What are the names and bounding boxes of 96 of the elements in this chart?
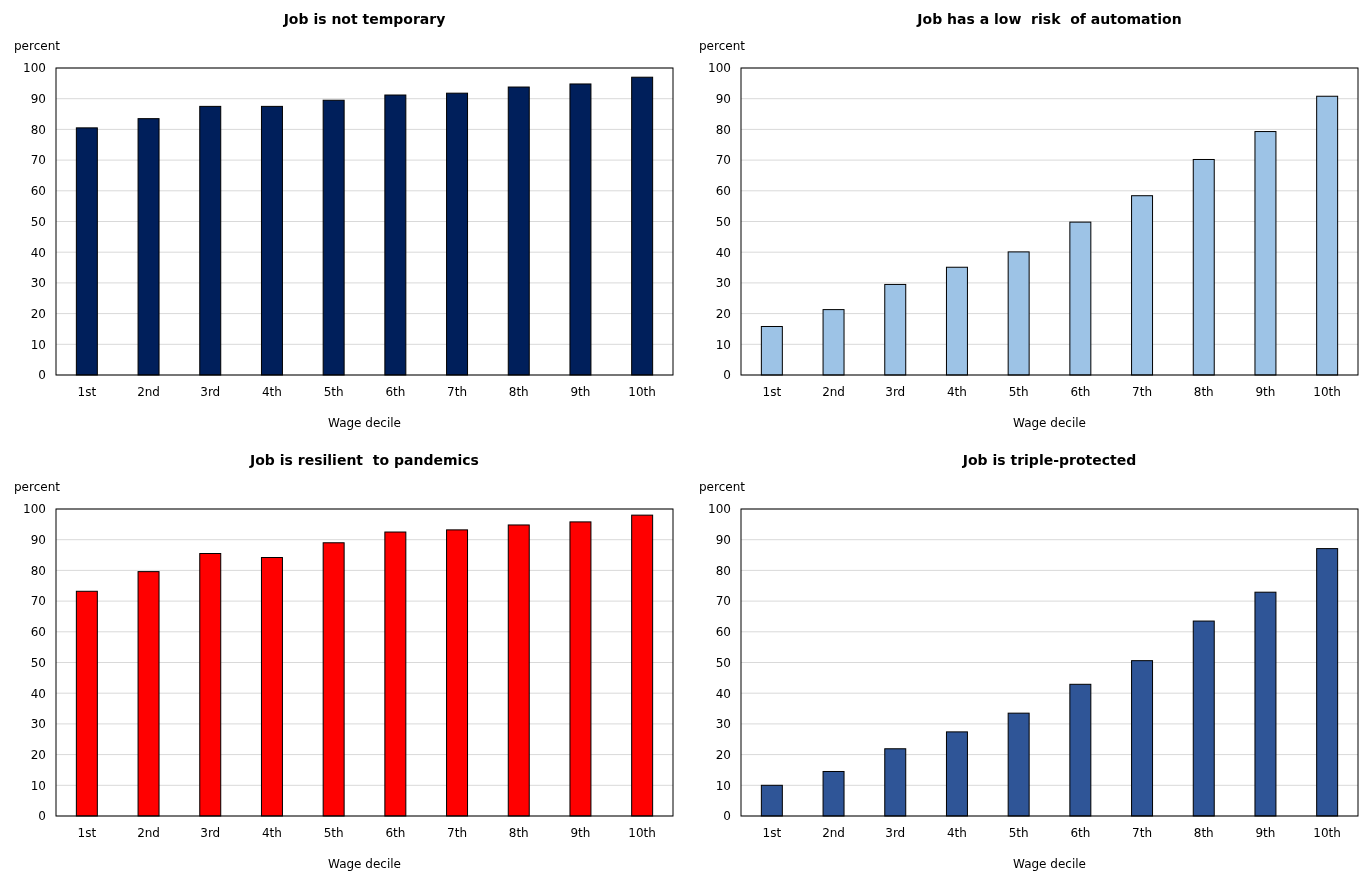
y-tick-label: 70 (715, 153, 731, 168)
y-tick-label: 70 (30, 594, 46, 609)
y-tick-label: 60 (30, 184, 46, 199)
y-tick-label: 80 (30, 563, 46, 578)
x-tick-label: 8th (508, 384, 529, 399)
x-tick-label: 7th (447, 384, 468, 399)
y-tick-label: 20 (715, 747, 731, 762)
x-tick-label: 5th (323, 384, 344, 399)
y-tick-label: 0 (38, 809, 46, 824)
y-tick-label: 40 (715, 245, 731, 260)
y-tick-label: 0 (723, 368, 731, 383)
y-tick-label: 10 (715, 778, 731, 793)
chart-title: Job is not temporary (282, 11, 446, 27)
y-tick-label: 30 (715, 717, 731, 732)
x-tick-label: 9th (570, 825, 591, 840)
y-tick-label: 0 (38, 368, 46, 383)
y-tick-label: 40 (30, 245, 46, 260)
x-tick-label: 1st (77, 825, 97, 840)
x-tick-label: 4th (946, 825, 967, 840)
y-axis-title: percent (14, 480, 61, 494)
y-tick-label: 30 (30, 276, 46, 291)
x-tick-label: 2nd (137, 825, 160, 840)
x-tick-label: 9th (1255, 384, 1276, 399)
x-axis-title: Wage decile (328, 857, 401, 871)
x-tick-label: 2nd (137, 384, 160, 399)
chart-title: Job is triple-protected (961, 452, 1137, 468)
chart-title: Job has a low risk of automation (916, 11, 1182, 27)
y-tick-label: 100 (708, 61, 731, 76)
y-tick-label: 50 (30, 214, 46, 229)
x-tick-label: 3rd (200, 384, 221, 399)
y-tick-label: 100 (23, 502, 46, 517)
y-tick-label: 50 (715, 655, 731, 670)
x-tick-label: 4th (946, 384, 967, 399)
y-tick-label: 10 (30, 337, 46, 352)
chart-title: Job is resilient to pandemics (249, 452, 479, 468)
x-tick-label: 2nd (822, 825, 845, 840)
y-tick-label: 60 (30, 625, 46, 640)
y-tick-label: 40 (715, 686, 731, 701)
y-tick-label: 80 (715, 122, 731, 137)
x-tick-label: 10th (1313, 825, 1341, 840)
x-tick-label: 5th (1008, 825, 1029, 840)
x-tick-label: 1st (762, 825, 782, 840)
x-tick-label: 9th (1255, 825, 1276, 840)
x-tick-label: 2nd (822, 384, 845, 399)
y-tick-label: 100 (23, 61, 46, 76)
y-tick-label: 40 (30, 686, 46, 701)
y-tick-label: 90 (715, 92, 731, 107)
x-tick-label: 4th (261, 384, 282, 399)
y-tick-label: 90 (30, 533, 46, 548)
y-tick-label: 0 (723, 809, 731, 824)
x-axis-title: Wage decile (1013, 857, 1086, 871)
y-tick-label: 50 (715, 214, 731, 229)
x-axis-title: Wage decile (1013, 416, 1086, 430)
y-tick-label: 30 (715, 276, 731, 291)
x-tick-label: 1st (77, 384, 97, 399)
y-tick-label: 20 (30, 747, 46, 762)
y-tick-label: 80 (30, 122, 46, 137)
y-tick-label: 100 (708, 502, 731, 517)
y-tick-label: 30 (30, 717, 46, 732)
x-tick-label: 10th (628, 825, 656, 840)
y-tick-label: 70 (715, 594, 731, 609)
x-tick-label: 7th (447, 825, 468, 840)
y-tick-label: 70 (30, 153, 46, 168)
y-axis-title: percent (699, 39, 746, 53)
x-axis-title: Wage decile (328, 416, 401, 430)
y-tick-label: 80 (715, 563, 731, 578)
x-tick-label: 3rd (200, 825, 221, 840)
y-tick-label: 90 (715, 533, 731, 548)
y-tick-label: 10 (30, 778, 46, 793)
x-tick-label: 6th (1070, 384, 1091, 399)
x-tick-label: 8th (1193, 825, 1214, 840)
y-tick-label: 50 (30, 655, 46, 670)
x-tick-label: 8th (1193, 384, 1214, 399)
y-tick-label: 10 (715, 337, 731, 352)
y-tick-label: 20 (715, 306, 731, 321)
x-tick-label: 6th (385, 825, 406, 840)
x-tick-label: 8th (508, 825, 529, 840)
x-tick-label: 6th (385, 384, 406, 399)
x-tick-label: 7th (1132, 825, 1153, 840)
y-axis-title: percent (699, 480, 746, 494)
x-tick-label: 3rd (885, 384, 906, 399)
y-tick-label: 60 (715, 625, 731, 640)
x-tick-label: 5th (323, 825, 344, 840)
x-tick-label: 10th (1313, 384, 1341, 399)
x-tick-label: 5th (1008, 384, 1029, 399)
x-tick-label: 9th (570, 384, 591, 399)
x-tick-label: 4th (261, 825, 282, 840)
y-axis-title: percent (14, 39, 61, 53)
y-tick-label: 90 (30, 92, 46, 107)
x-tick-label: 3rd (885, 825, 906, 840)
y-tick-label: 20 (30, 306, 46, 321)
y-tick-label: 60 (715, 184, 731, 199)
x-tick-label: 7th (1132, 384, 1153, 399)
x-tick-label: 6th (1070, 825, 1091, 840)
x-tick-label: 1st (762, 384, 782, 399)
x-tick-label: 10th (628, 384, 656, 399)
